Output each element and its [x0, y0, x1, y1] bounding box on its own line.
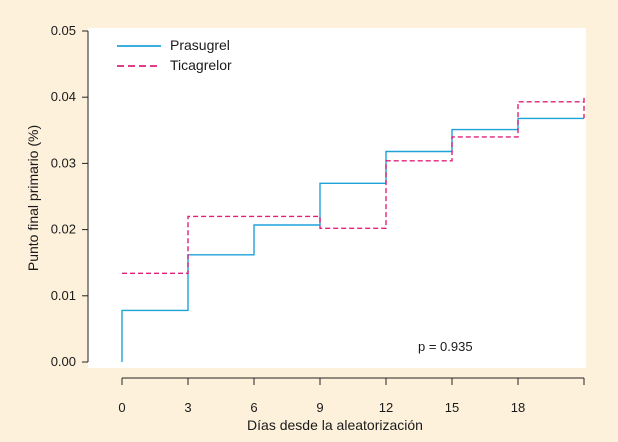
- x-tick-label: 18: [511, 400, 525, 415]
- legend-label-prasugrel: Prasugrel: [170, 37, 230, 53]
- y-tick-label: 0.01: [51, 288, 76, 303]
- x-tick-label: 3: [184, 400, 191, 415]
- series-line-prasugrel: [121, 117, 584, 362]
- x-axis-label: Días desde la aleatorización: [247, 417, 423, 433]
- p-value-annotation: p = 0.935: [418, 339, 473, 354]
- y-tick-label: 0.02: [51, 222, 76, 237]
- y-tick-label: 0.05: [51, 23, 76, 38]
- x-tick-label: 6: [250, 400, 257, 415]
- y-axis-label: Punto final primario (%): [25, 125, 41, 271]
- y-tick-label: 0.03: [51, 155, 76, 170]
- x-tick-label: 9: [316, 400, 323, 415]
- series-layer: [121, 96, 585, 362]
- series-line-ticagrelor: [122, 96, 585, 274]
- y-tick-label: 0.00: [51, 354, 76, 369]
- x-tick-label: 15: [445, 400, 459, 415]
- legend-label-ticagrelor: Ticagrelor: [170, 57, 232, 73]
- y-tick-label: 0.04: [51, 89, 76, 104]
- x-tick-label: 12: [379, 400, 393, 415]
- plot-background: [88, 28, 586, 368]
- axes: 0.00 0.01 0.02 0.03 0.04 0.05 0 3 6 9 12 15 18: [51, 23, 585, 415]
- x-tick-label: 0: [118, 400, 125, 415]
- legend: Prasugrel Ticagrelor: [117, 37, 232, 73]
